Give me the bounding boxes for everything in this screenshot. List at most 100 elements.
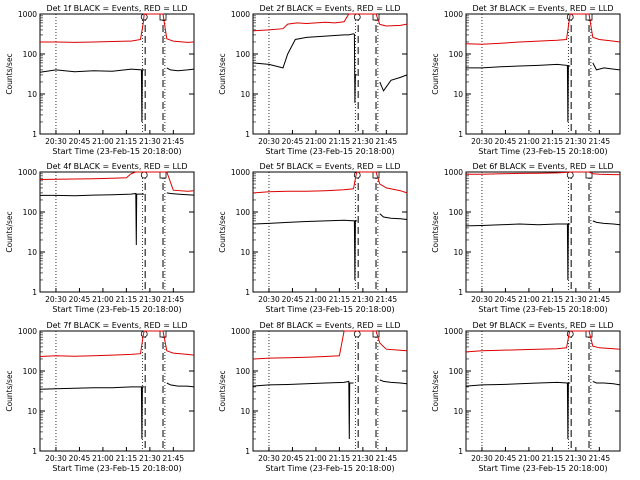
x-tick-label: 20:30 <box>258 137 280 146</box>
x-tick-label: 21:45 <box>376 137 398 146</box>
x-tick-label: 21:15 <box>542 454 564 463</box>
x-tick-label: 21:00 <box>92 454 114 463</box>
start-marker <box>140 171 148 179</box>
events-series-line <box>39 386 145 440</box>
x-tick-label: 20:30 <box>471 295 493 304</box>
y-axis-label: Counts/sec <box>431 211 440 252</box>
x-axis-label: Start Time (23-Feb-15 20:18:00) <box>478 464 607 473</box>
y-tick-label: 100 <box>449 208 464 217</box>
x-tick-label: 21:30 <box>139 137 161 146</box>
y-axis-label: Counts/sec <box>431 53 440 94</box>
lld-series-line <box>252 13 408 32</box>
y-tick-label: 10 <box>453 407 463 416</box>
axes-frame <box>465 171 621 293</box>
events-series-line <box>252 380 354 440</box>
axes-frame <box>39 171 195 293</box>
x-tick-label: 21:30 <box>139 454 161 463</box>
lld-series-line <box>40 13 195 43</box>
lld-series-line <box>465 13 621 45</box>
y-tick-label: 10 <box>240 90 250 99</box>
x-tick-label: 21:00 <box>92 295 114 304</box>
y-tick-label: 100 <box>23 50 38 59</box>
detector-panel-9: Det 9f BLACK = Events, RED = LLD 1 10 100 10… <box>431 321 621 473</box>
start-marker <box>353 330 361 338</box>
x-tick-label: 21:45 <box>589 137 611 146</box>
x-tick-label: 21:00 <box>518 295 540 304</box>
y-tick-label: 1000 <box>444 168 463 177</box>
x-tick-label: 21:00 <box>305 454 327 463</box>
x-tick-label: 20:30 <box>45 295 67 304</box>
y-axis-label: Counts/sec <box>218 211 227 252</box>
x-tick-label: 21:30 <box>565 295 587 304</box>
panel-title: Det 7f BLACK = Events, RED = LLD <box>46 321 187 330</box>
events-series-line <box>592 380 621 386</box>
x-tick-label: 21:00 <box>92 137 114 146</box>
x-tick-label: 21:00 <box>305 295 327 304</box>
x-tick-label: 20:45 <box>495 137 517 146</box>
panel-title: Det 8f BLACK = Events, RED = LLD <box>259 321 400 330</box>
y-tick-label: 10 <box>27 90 37 99</box>
y-tick-label: 10 <box>240 407 250 416</box>
detector-panel-5: Det 5f BLACK = Events, RED = LLD 1 10 100 10… <box>218 162 408 314</box>
panel-title: Det 9f BLACK = Events, RED = LLD <box>472 321 613 330</box>
x-tick-label: 20:30 <box>471 454 493 463</box>
x-tick-label: 21:45 <box>163 137 185 146</box>
detector-panel-2: Det 2f BLACK = Events, RED = LLD 1 10 100 10… <box>218 4 408 156</box>
x-tick-label: 21:15 <box>329 137 351 146</box>
x-tick-label: 20:45 <box>69 137 91 146</box>
y-axis-label: Counts/sec <box>431 370 440 411</box>
x-tick-label: 21:30 <box>352 454 374 463</box>
x-tick-label: 20:45 <box>282 295 304 304</box>
events-series-line <box>166 67 195 72</box>
x-tick-label: 21:45 <box>589 295 611 304</box>
start-marker <box>566 171 574 179</box>
y-tick-label: 1000 <box>444 327 463 336</box>
detector-panel-3: Det 3f BLACK = Events, RED = LLD 1 10 100 10… <box>431 4 621 156</box>
x-tick-label: 21:15 <box>116 137 138 146</box>
events-series-line <box>465 381 571 440</box>
x-axis-label: Start Time (23-Feb-15 20:18:00) <box>265 305 394 314</box>
x-tick-label: 21:15 <box>329 454 351 463</box>
x-axis-label: Start Time (23-Feb-15 20:18:00) <box>265 147 394 156</box>
x-tick-label: 21:30 <box>565 137 587 146</box>
panel-title: Det 3f BLACK = Events, RED = LLD <box>472 4 613 13</box>
events-series-line <box>252 33 358 103</box>
detector-panel-4: Det 4f BLACK = Events, RED = LLD 1 10 100 10… <box>5 162 195 314</box>
axes-frame <box>39 13 195 135</box>
y-tick-label: 1000 <box>231 168 250 177</box>
x-tick-label: 21:30 <box>565 454 587 463</box>
axes-frame <box>465 13 621 135</box>
x-axis-label: Start Time (23-Feb-15 20:18:00) <box>478 147 607 156</box>
x-tick-label: 20:30 <box>471 137 493 146</box>
panel-title: Det 1f BLACK = Events, RED = LLD <box>46 4 187 13</box>
y-axis-label: Counts/sec <box>218 370 227 411</box>
events-series-line <box>592 220 621 226</box>
x-tick-label: 21:15 <box>542 137 564 146</box>
x-tick-label: 20:45 <box>69 295 91 304</box>
x-tick-label: 21:00 <box>518 137 540 146</box>
x-tick-label: 21:00 <box>305 137 327 146</box>
lld-series-line <box>39 330 195 357</box>
x-axis-label: Start Time (23-Feb-15 20:18:00) <box>52 464 181 473</box>
x-tick-label: 21:30 <box>139 295 161 304</box>
x-tick-label: 21:00 <box>518 454 540 463</box>
y-tick-label: 1 <box>458 288 463 297</box>
events-series-line <box>379 213 408 220</box>
y-tick-label: 100 <box>449 367 464 376</box>
lld-series-line <box>465 330 621 353</box>
y-tick-label: 1 <box>245 130 250 139</box>
x-tick-label: 20:30 <box>258 454 280 463</box>
y-tick-label: 10 <box>240 248 250 257</box>
events-series-line <box>592 62 621 71</box>
x-tick-label: 21:15 <box>542 295 564 304</box>
events-series-line <box>379 379 408 385</box>
x-tick-label: 20:30 <box>45 137 67 146</box>
lld-series-line <box>466 171 620 176</box>
start-marker <box>353 13 361 21</box>
x-tick-label: 20:30 <box>45 454 67 463</box>
y-tick-label: 1 <box>458 447 463 456</box>
panel-title: Det 4f BLACK = Events, RED = LLD <box>46 162 187 171</box>
y-tick-label: 10 <box>453 248 463 257</box>
